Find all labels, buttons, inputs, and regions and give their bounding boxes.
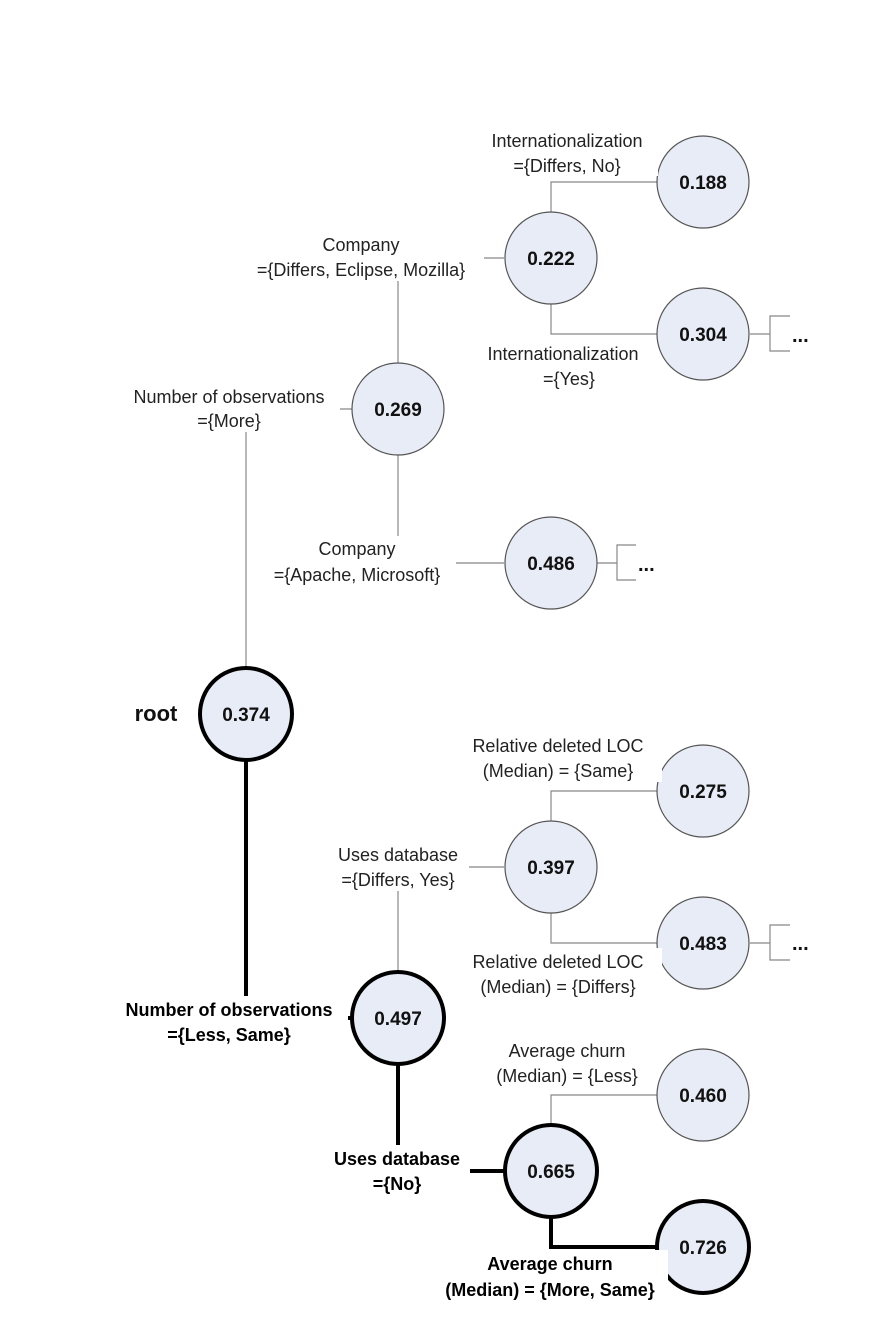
label-line-2: ={No}	[373, 1174, 422, 1194]
node-0222: 0.222	[504, 211, 598, 305]
label-line-2: ={Yes}	[543, 369, 595, 389]
label-line-1: Company	[318, 539, 395, 559]
label-line-2: ={Differs, Yes}	[341, 870, 454, 890]
label-line-1: Uses database	[338, 845, 458, 865]
label-line-2: (Median) = {Less}	[496, 1066, 638, 1086]
node-value: 0.397	[527, 858, 575, 879]
node-value: 0.275	[679, 782, 727, 803]
node-0304: 0.304	[656, 287, 750, 381]
label-churn-more-same: Average churn (Median) = {More, Same}	[428, 1250, 668, 1300]
node-value: 0.460	[679, 1086, 727, 1107]
node-value: 0.188	[679, 173, 727, 194]
label-line-2: ={Apache, Microsoft}	[274, 565, 441, 585]
label-line-2: (Median) = {More, Same}	[445, 1280, 655, 1300]
node-0397: 0.397	[504, 820, 598, 914]
node-value: 0.374	[222, 705, 270, 726]
node-value: 0.497	[374, 1009, 422, 1030]
edge-labels: Number of observations ={More} Company =…	[108, 126, 668, 1300]
label-line-1: Company	[322, 235, 399, 255]
root-label: root	[135, 701, 178, 726]
node-0188: 0.188	[656, 135, 750, 229]
label-line-1: Uses database	[334, 1149, 460, 1169]
bracket-304	[750, 315, 790, 352]
label-rel-differs: Relative deleted LOC (Median) = {Differs…	[456, 948, 662, 998]
label-intl-differs-no: Internationalization ={Differs, No}	[478, 126, 658, 176]
edge-397-to-275	[550, 790, 657, 821]
label-line-1: Internationalization	[487, 344, 638, 364]
node-value: 0.222	[527, 249, 575, 270]
label-line-1: Internationalization	[491, 131, 642, 151]
edge-222-to-304	[550, 304, 657, 335]
label-line-1: Relative deleted LOC	[472, 736, 643, 756]
continuation-brackets	[597, 315, 790, 961]
node-value: 0.304	[679, 325, 727, 346]
label-line-2: ={Differs, Eclipse, Mozilla}	[257, 260, 465, 280]
label-line-2: (Median) = {Same}	[483, 761, 634, 781]
node-value: 0.269	[374, 400, 422, 421]
label-company-eclipse: Company ={Differs, Eclipse, Mozilla}	[238, 231, 484, 281]
label-churn-less: Average churn (Median) = {Less}	[482, 1037, 652, 1087]
label-line-2: (Median) = {Differs}	[480, 977, 635, 997]
node-0483: 0.483	[656, 896, 750, 990]
node-0374: 0.374	[198, 666, 294, 762]
label-line-2: ={Less, Same}	[167, 1025, 291, 1045]
label-line-1: Average churn	[487, 1254, 612, 1274]
label-line-1: Number of observations	[133, 387, 324, 407]
edge-397-to-483	[550, 913, 657, 944]
node-0460: 0.460	[656, 1048, 750, 1142]
edge-665-to-726	[549, 1217, 657, 1249]
label-line-1: Average churn	[509, 1041, 626, 1061]
node-value: 0.486	[527, 554, 575, 575]
bracket-486	[597, 544, 636, 581]
node-0275: 0.275	[656, 744, 750, 838]
node-0665: 0.665	[503, 1123, 599, 1219]
label-company-apache: Company ={Apache, Microsoft}	[260, 536, 456, 586]
edge-665-to-460	[550, 1094, 657, 1125]
node-value: 0.665	[527, 1162, 575, 1183]
label-line-1: Number of observations	[125, 1000, 332, 1020]
node-value: 0.483	[679, 934, 727, 955]
label-obs-less-same: Number of observations ={Less, Same}	[108, 996, 348, 1046]
node-0269: 0.269	[351, 362, 445, 456]
label-line-1: Relative deleted LOC	[472, 952, 643, 972]
node-value: 0.726	[679, 1238, 727, 1259]
label-line-2: ={Differs, No}	[513, 156, 620, 176]
label-db-differs-yes: Uses database ={Differs, Yes}	[325, 841, 469, 891]
node-0497: 0.497	[350, 970, 446, 1066]
label-obs-more: Number of observations ={More}	[116, 382, 340, 432]
edge-222-to-188	[550, 181, 657, 212]
ellipsis-483: ...	[792, 933, 809, 955]
node-0726: 0.726	[655, 1199, 751, 1295]
node-0486: 0.486	[504, 516, 598, 610]
ellipsis-304: ...	[792, 325, 809, 347]
bracket-483	[750, 924, 790, 961]
label-intl-yes: Internationalization ={Yes}	[474, 340, 654, 390]
label-line-2: ={More}	[197, 411, 261, 431]
label-db-no: Uses database ={No}	[320, 1145, 470, 1195]
ellipsis-486: ...	[638, 554, 655, 576]
label-rel-same: Relative deleted LOC (Median) = {Same}	[456, 732, 662, 782]
